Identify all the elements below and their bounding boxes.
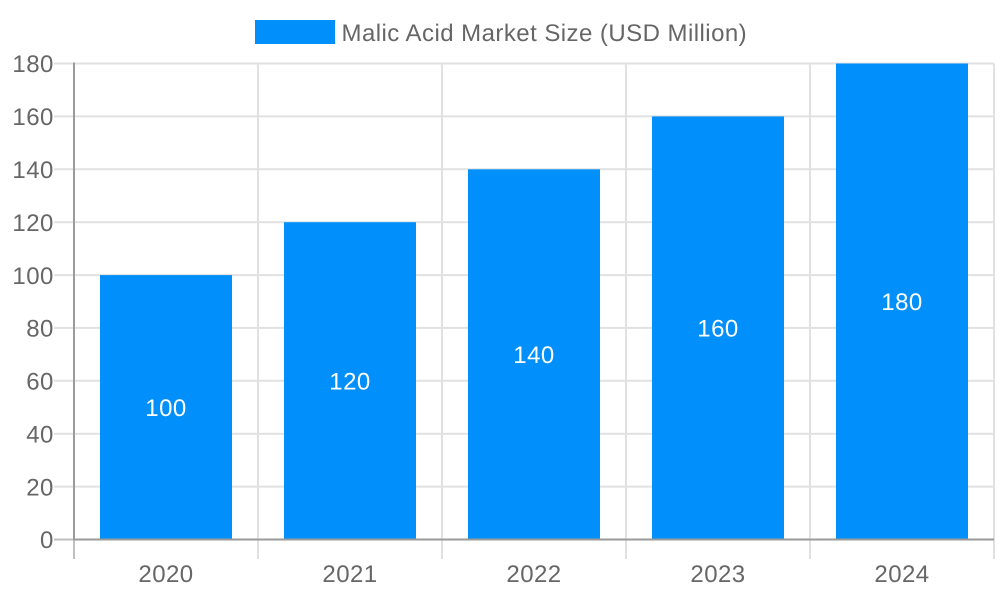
svg-text:140: 140	[513, 342, 554, 369]
svg-text:60: 60	[26, 369, 54, 396]
svg-text:180: 180	[881, 289, 922, 316]
svg-text:2022: 2022	[506, 561, 561, 588]
svg-text:100: 100	[12, 263, 53, 290]
svg-text:2023: 2023	[690, 561, 745, 588]
svg-text:120: 120	[12, 210, 53, 237]
svg-text:20: 20	[26, 474, 54, 501]
svg-text:100: 100	[145, 395, 186, 422]
svg-text:160: 160	[12, 104, 53, 131]
svg-text:180: 180	[12, 51, 53, 78]
svg-text:2020: 2020	[138, 561, 193, 588]
svg-text:40: 40	[26, 421, 54, 448]
svg-text:140: 140	[12, 157, 53, 184]
svg-text:120: 120	[329, 369, 370, 396]
svg-text:0: 0	[40, 527, 54, 554]
svg-text:2021: 2021	[322, 561, 377, 588]
svg-text:160: 160	[697, 316, 738, 343]
svg-text:80: 80	[26, 316, 54, 343]
svg-text:Malic Acid Market Size (USD Mi: Malic Acid Market Size (USD Million)	[342, 20, 748, 47]
svg-text:2024: 2024	[874, 561, 929, 588]
